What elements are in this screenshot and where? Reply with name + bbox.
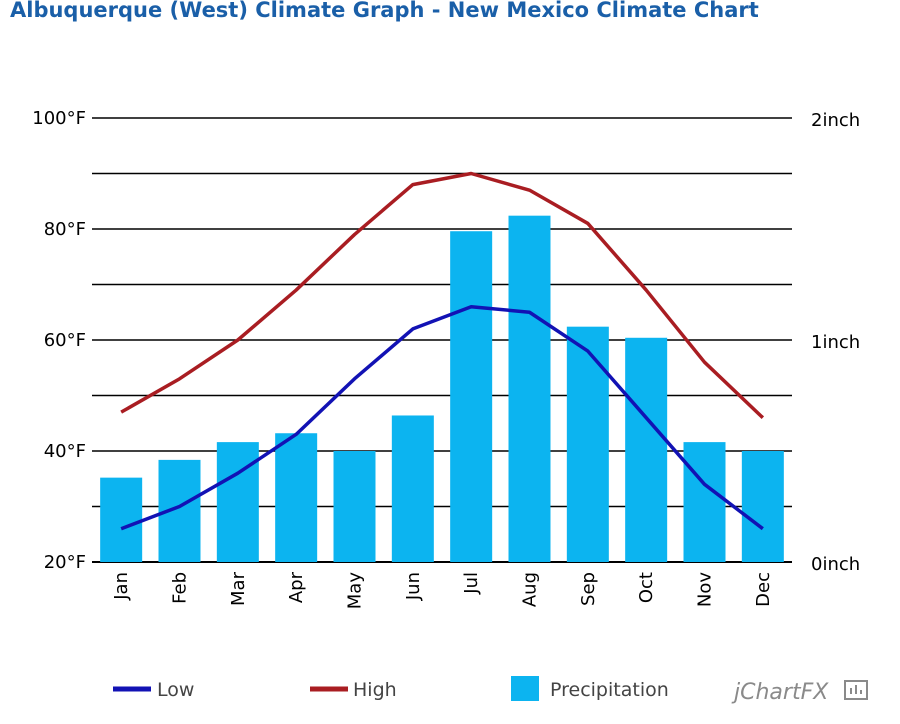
x-axis-tick-label: Aug xyxy=(520,572,541,607)
left-axis-tick-label: 40°F xyxy=(44,441,86,462)
precipitation-bar xyxy=(625,337,668,562)
precipitation-bar xyxy=(100,477,143,562)
x-axis-tick-label: Oct xyxy=(636,572,657,603)
precipitation-bar xyxy=(333,451,376,562)
chart-title: Albuquerque (West) Climate Graph - New M… xyxy=(10,0,759,22)
precipitation-bar xyxy=(741,451,784,562)
left-axis-tick-label: 20°F xyxy=(44,552,86,573)
precipitation-bar xyxy=(683,442,726,562)
precipitation-bar xyxy=(566,326,609,562)
x-axis-tick-label: Nov xyxy=(695,572,716,607)
precipitation-bar xyxy=(508,215,551,562)
right-axis-tick-label: 2inch xyxy=(811,110,860,131)
temperature-lines xyxy=(120,171,765,531)
x-axis-tick-label: May xyxy=(345,572,366,610)
legend-label: High xyxy=(353,679,397,701)
x-axis-tick-label: Sep xyxy=(578,572,599,606)
legend-item: Low xyxy=(113,679,194,701)
precipitation-bar xyxy=(275,433,318,562)
precipitation-bars xyxy=(100,215,784,562)
precipitation-bar xyxy=(450,231,493,562)
legend-label: Precipitation xyxy=(550,679,669,701)
brand-label: jChartFX xyxy=(731,680,829,705)
left-axis-ticks: 100°F 80°F 60°F 40°F 20°F xyxy=(32,108,86,573)
legend-item: High xyxy=(310,679,397,701)
precipitation-bar xyxy=(216,442,259,562)
x-axis-tick-label: Jul xyxy=(461,572,482,595)
x-axis-tick-label: Jan xyxy=(111,572,132,601)
x-axis-ticks: Jan Feb Mar Apr May Jun Jul Aug Sep Oct Nov Dec xyxy=(111,571,774,609)
right-axis-tick-label: 1inch xyxy=(811,332,860,353)
legend: Low High Precipitation xyxy=(113,676,669,701)
legend-item: Precipitation xyxy=(511,676,669,701)
legend-label: Low xyxy=(157,679,194,701)
legend-swatch xyxy=(511,676,539,701)
brand-logo-icon xyxy=(844,680,868,700)
left-axis-tick-label: 80°F xyxy=(44,219,86,240)
right-axis-ticks: 2inch 1inch 0inch xyxy=(811,110,860,575)
x-axis-tick-label: Mar xyxy=(228,571,249,606)
left-axis-tick-label: 100°F xyxy=(32,108,86,129)
precipitation-bar xyxy=(391,415,434,562)
high-temperature-line xyxy=(120,171,765,419)
left-axis-tick-label: 60°F xyxy=(44,330,86,351)
x-axis-tick-label: Apr xyxy=(286,571,307,603)
x-axis-tick-label: Feb xyxy=(170,572,191,604)
x-axis-tick-label: Jun xyxy=(403,572,424,601)
right-axis-tick-label: 0inch xyxy=(811,554,860,575)
x-axis-tick-label: Dec xyxy=(753,572,774,607)
jchartfx-logo: jChartFX xyxy=(731,680,868,705)
low-temperature-line xyxy=(120,304,764,531)
